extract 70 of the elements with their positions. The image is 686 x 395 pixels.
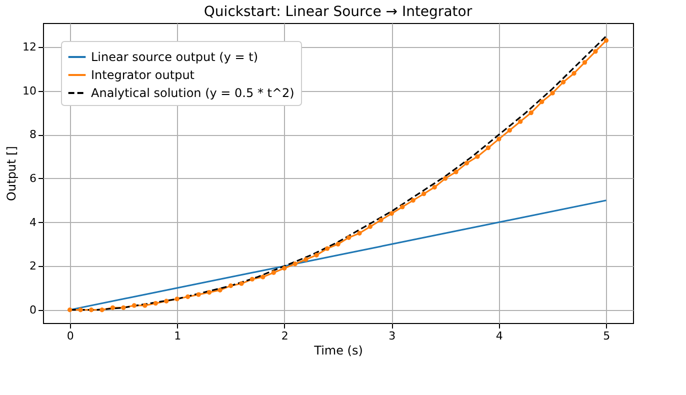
y-tick-label: 4 [30,216,36,229]
y-tick-label: 0 [30,303,36,316]
point [303,257,308,262]
point [218,288,222,292]
x-tick-label: 1 [174,330,182,342]
point [110,305,116,310]
point [185,294,190,300]
point [389,211,394,216]
point [67,308,72,312]
point [560,80,566,84]
point [410,198,416,203]
point [282,266,287,271]
point [475,154,480,159]
point [100,308,104,312]
point [400,204,405,210]
x-tick-label: 3 [388,330,396,342]
point [593,49,598,54]
point [550,90,555,96]
point [454,170,458,174]
y-tick-label: 8 [30,128,36,142]
point [346,235,352,240]
point [528,110,534,116]
point [432,184,437,190]
legend-label: Linear source output (y = t) [91,50,258,64]
point [196,292,201,297]
point [239,281,244,286]
point [324,246,330,251]
point [260,274,266,280]
point [378,218,384,222]
point [132,303,137,308]
x-axis-title: Time (s) [313,344,363,358]
point [539,99,544,104]
x-tick-label: 5 [603,330,610,342]
point [228,283,234,288]
y-tick-label: 2 [30,260,36,273]
point [604,38,609,43]
point [421,191,426,196]
point [292,262,298,266]
point [486,145,491,150]
point [153,300,158,306]
point [271,270,276,275]
y-tick-label: 12 [22,40,36,54]
point [464,160,470,166]
point [78,308,83,312]
point [250,276,255,282]
point [121,305,126,310]
point [572,71,576,76]
point [507,128,512,133]
legend-label: Integrator output [91,68,195,82]
x-tick-label: 0 [66,330,74,342]
point [164,298,169,304]
point [518,119,523,124]
x-tick-label: 4 [496,330,503,342]
y-tick-label: 6 [30,172,36,185]
point [336,242,340,247]
point [88,308,94,312]
point [582,60,588,65]
point [142,303,148,308]
legend-label: Analytical solution (y = 0.5 * t^2) [91,86,294,100]
point [314,252,319,258]
chart-title: Quickstart: Linear Source → Integrator [204,4,472,20]
point [368,224,373,229]
point [174,296,180,302]
y-tick-label: 10 [22,84,36,98]
point [357,230,362,236]
point [442,176,448,181]
y-axis-title: Output [] [4,146,19,201]
x-tick-label: 2 [281,330,288,342]
point [206,290,212,295]
point [496,136,502,142]
